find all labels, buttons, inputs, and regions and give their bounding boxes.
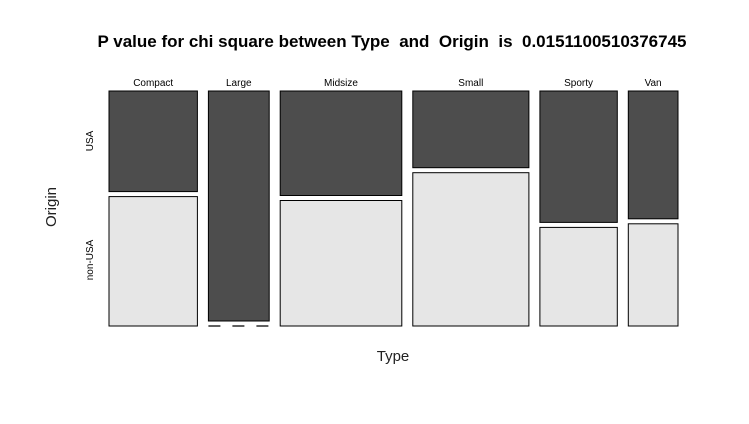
mosaic-tiles: [108, 90, 679, 327]
x-axis-title: Type: [377, 348, 410, 365]
y-axis-title: Origin: [43, 187, 60, 227]
tile-midsize-usa: [279, 90, 403, 196]
category-labels: Compact Large Midsize Small Sporty Van: [133, 78, 661, 89]
category-label-sporty: Sporty: [564, 78, 593, 89]
chart-title: P value for chi square between Type and …: [98, 32, 687, 51]
tile-compact-non-usa: [108, 196, 198, 327]
tile-compact-usa: [108, 90, 198, 193]
tile-van-non-usa: [627, 223, 679, 327]
category-label-large: Large: [226, 78, 252, 89]
tile-sporty-usa: [539, 90, 618, 223]
category-label-compact: Compact: [133, 78, 173, 89]
row-label-non-usa: non-USA: [85, 239, 96, 280]
tile-large-usa: [207, 90, 270, 322]
category-label-small: Small: [458, 78, 483, 89]
category-label-midsize: Midsize: [324, 78, 358, 89]
category-label-van: Van: [645, 78, 662, 89]
tile-small-usa: [412, 90, 530, 169]
tile-midsize-non-usa: [279, 200, 403, 327]
row-label-usa: USA: [85, 130, 96, 151]
tile-small-non-usa: [412, 172, 530, 327]
tile-sporty-non-usa: [539, 226, 618, 327]
tile-van-usa: [627, 90, 679, 220]
